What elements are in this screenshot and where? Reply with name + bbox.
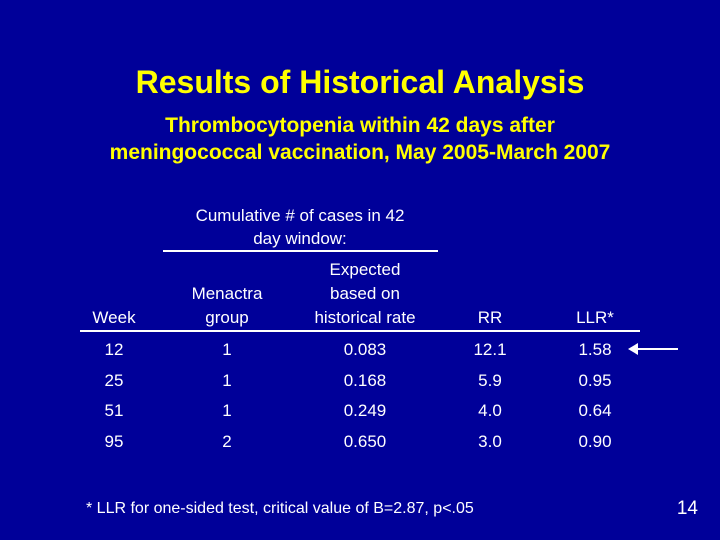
column-header-expected: Expected based on historical rate [290, 258, 440, 330]
column-header-menactra: Menactra group [172, 282, 282, 330]
table-cell-llr: 0.90 [578, 432, 612, 451]
subtitle-line-1: Thrombocytopenia within 42 days after [165, 114, 555, 137]
column-header-expected-line-1: Expected [329, 260, 401, 279]
subtitle-line-2: meningococcal vaccination, May 2005-Marc… [109, 141, 611, 164]
column-header-expected-line-3: historical rate [314, 308, 416, 327]
group-header-line-2: day window: [253, 229, 347, 248]
table-cell-menactra: 1 [222, 401, 232, 420]
page-number: 14 [676, 498, 698, 519]
column-header-menactra-line-2: group [205, 308, 249, 327]
group-header-line-1: Cumulative # of cases in 42 [195, 206, 405, 225]
table-cell-expected: 0.249 [343, 401, 387, 420]
table-cell-menactra: 2 [222, 432, 232, 451]
table-cell-week: 51 [104, 401, 124, 420]
column-header-menactra-line-1: Menactra [191, 284, 263, 303]
column-header-rr: RR [450, 306, 530, 330]
table-cell-rr: 3.0 [478, 432, 502, 451]
table-cell-expected: 0.650 [343, 432, 387, 451]
table-cell-expected: 0.168 [343, 371, 387, 390]
column-header-llr: LLR* [555, 306, 635, 330]
column-header-week: Week [74, 306, 154, 330]
table-cell-week: 95 [104, 432, 124, 451]
table-cell-llr: 0.95 [578, 371, 612, 390]
column-header-llr-label: LLR* [576, 308, 614, 327]
slide-title: Results of Historical Analysis [135, 64, 585, 100]
table-cell-rr: 4.0 [478, 401, 502, 420]
table-cell-week: 25 [104, 371, 124, 390]
table-cell-llr: 1.58 [578, 340, 612, 359]
column-header-rr-label: RR [477, 308, 503, 327]
table-cell-menactra: 1 [222, 340, 232, 359]
group-header: Cumulative # of cases in 42 day window: [160, 204, 440, 250]
table-cell-rr: 12.1 [473, 340, 507, 359]
footnote: * LLR for one-sided test, critical value… [86, 500, 474, 517]
header-rule [80, 330, 640, 332]
left-arrow-icon-shaft [636, 348, 678, 350]
group-header-rule [163, 250, 438, 252]
table-cell-rr: 5.9 [478, 371, 502, 390]
left-arrow-icon-head [628, 343, 638, 355]
slide-subtitle: Thrombocytopenia within 42 days after me… [0, 112, 720, 166]
table-cell-llr: 0.64 [578, 401, 612, 420]
table-cell-expected: 0.083 [343, 340, 387, 359]
table-cell-menactra: 1 [222, 371, 232, 390]
column-header-expected-line-2: based on [330, 284, 400, 303]
column-header-week-label: Week [92, 308, 136, 327]
table-cell-week: 12 [104, 340, 124, 359]
